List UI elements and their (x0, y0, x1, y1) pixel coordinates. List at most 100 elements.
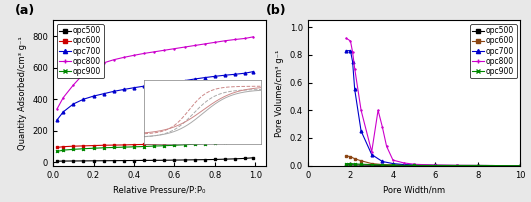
opc900 (453, 164, 460, 167)
opc900 (343, 162, 349, 165)
opc500 (517, 164, 524, 167)
opc500 (151, 159, 157, 162)
opc700 (90, 95, 97, 97)
opc900 (379, 164, 386, 166)
opc600 (161, 143, 168, 145)
opc800 (375, 109, 381, 112)
opc800 (70, 84, 76, 86)
opc500 (80, 160, 87, 162)
opc900 (212, 142, 218, 144)
opc500 (369, 164, 375, 166)
opc800 (60, 96, 66, 99)
opc700 (172, 81, 178, 83)
opc800 (390, 159, 396, 161)
opc900 (131, 146, 137, 148)
opc500 (347, 164, 354, 166)
opc700 (192, 78, 198, 80)
opc900 (182, 144, 188, 146)
opc900 (54, 150, 61, 153)
Y-axis label: Quantity Adsorbed/cm³ g⁻¹: Quantity Adsorbed/cm³ g⁻¹ (18, 36, 27, 150)
opc900 (411, 164, 417, 167)
opc600 (369, 162, 375, 165)
opc700 (369, 153, 375, 156)
opc700 (54, 119, 61, 121)
opc900 (369, 163, 375, 166)
opc800 (250, 36, 256, 38)
opc700 (70, 103, 76, 105)
opc900 (172, 144, 178, 146)
opc500 (453, 164, 460, 167)
opc900 (250, 138, 256, 140)
opc800 (369, 150, 375, 153)
opc700 (80, 98, 87, 100)
opc700 (250, 70, 256, 73)
opc700 (517, 164, 524, 167)
Text: (a): (a) (15, 4, 35, 17)
opc700 (141, 85, 147, 87)
opc700 (390, 162, 396, 165)
Line: opc500: opc500 (345, 163, 522, 167)
opc800 (347, 40, 354, 42)
opc800 (453, 164, 460, 167)
opc600 (517, 164, 524, 167)
X-axis label: Pore Width/nm: Pore Width/nm (383, 185, 445, 194)
opc900 (390, 164, 396, 166)
Line: opc900: opc900 (56, 137, 255, 153)
Line: opc500: opc500 (56, 156, 255, 163)
opc800 (80, 73, 87, 75)
opc900 (202, 142, 208, 145)
opc500 (352, 164, 358, 166)
Line: opc600: opc600 (56, 137, 255, 149)
opc800 (432, 164, 439, 166)
Line: opc700: opc700 (56, 70, 255, 121)
opc600 (432, 164, 439, 167)
opc800 (232, 38, 238, 41)
opc700 (100, 93, 107, 95)
opc600 (222, 140, 228, 142)
opc700 (182, 79, 188, 82)
opc800 (54, 107, 61, 110)
opc900 (80, 147, 87, 150)
opc900 (151, 145, 157, 147)
Line: opc800: opc800 (345, 37, 522, 167)
opc800 (161, 49, 168, 52)
opc900 (232, 140, 238, 142)
Text: (b): (b) (266, 4, 286, 17)
opc800 (400, 162, 407, 164)
opc900 (90, 147, 97, 149)
opc800 (383, 145, 390, 147)
opc900 (60, 149, 66, 151)
opc900 (110, 146, 117, 149)
opc600 (141, 143, 147, 146)
opc500 (161, 159, 168, 161)
opc800 (358, 109, 364, 112)
opc500 (110, 159, 117, 162)
opc800 (110, 59, 117, 61)
Line: opc700: opc700 (345, 49, 522, 167)
opc500 (70, 160, 76, 162)
opc800 (182, 46, 188, 48)
opc800 (100, 62, 107, 64)
opc700 (131, 86, 137, 89)
opc500 (202, 158, 208, 161)
opc500 (232, 158, 238, 160)
opc600 (232, 139, 238, 141)
opc800 (242, 37, 249, 40)
opc900 (192, 143, 198, 145)
opc700 (242, 72, 249, 74)
opc800 (222, 40, 228, 42)
opc500 (60, 160, 66, 162)
opc700 (352, 88, 358, 91)
opc500 (54, 160, 61, 162)
opc900 (70, 148, 76, 150)
opc700 (232, 73, 238, 76)
Line: opc800: opc800 (56, 35, 255, 110)
opc500 (100, 160, 107, 162)
opc700 (222, 74, 228, 76)
opc500 (250, 157, 256, 159)
opc500 (343, 164, 349, 166)
opc600 (343, 155, 349, 157)
opc800 (192, 44, 198, 47)
Y-axis label: Pore Volume/cm³ g⁻¹: Pore Volume/cm³ g⁻¹ (275, 49, 284, 137)
opc700 (349, 61, 356, 63)
